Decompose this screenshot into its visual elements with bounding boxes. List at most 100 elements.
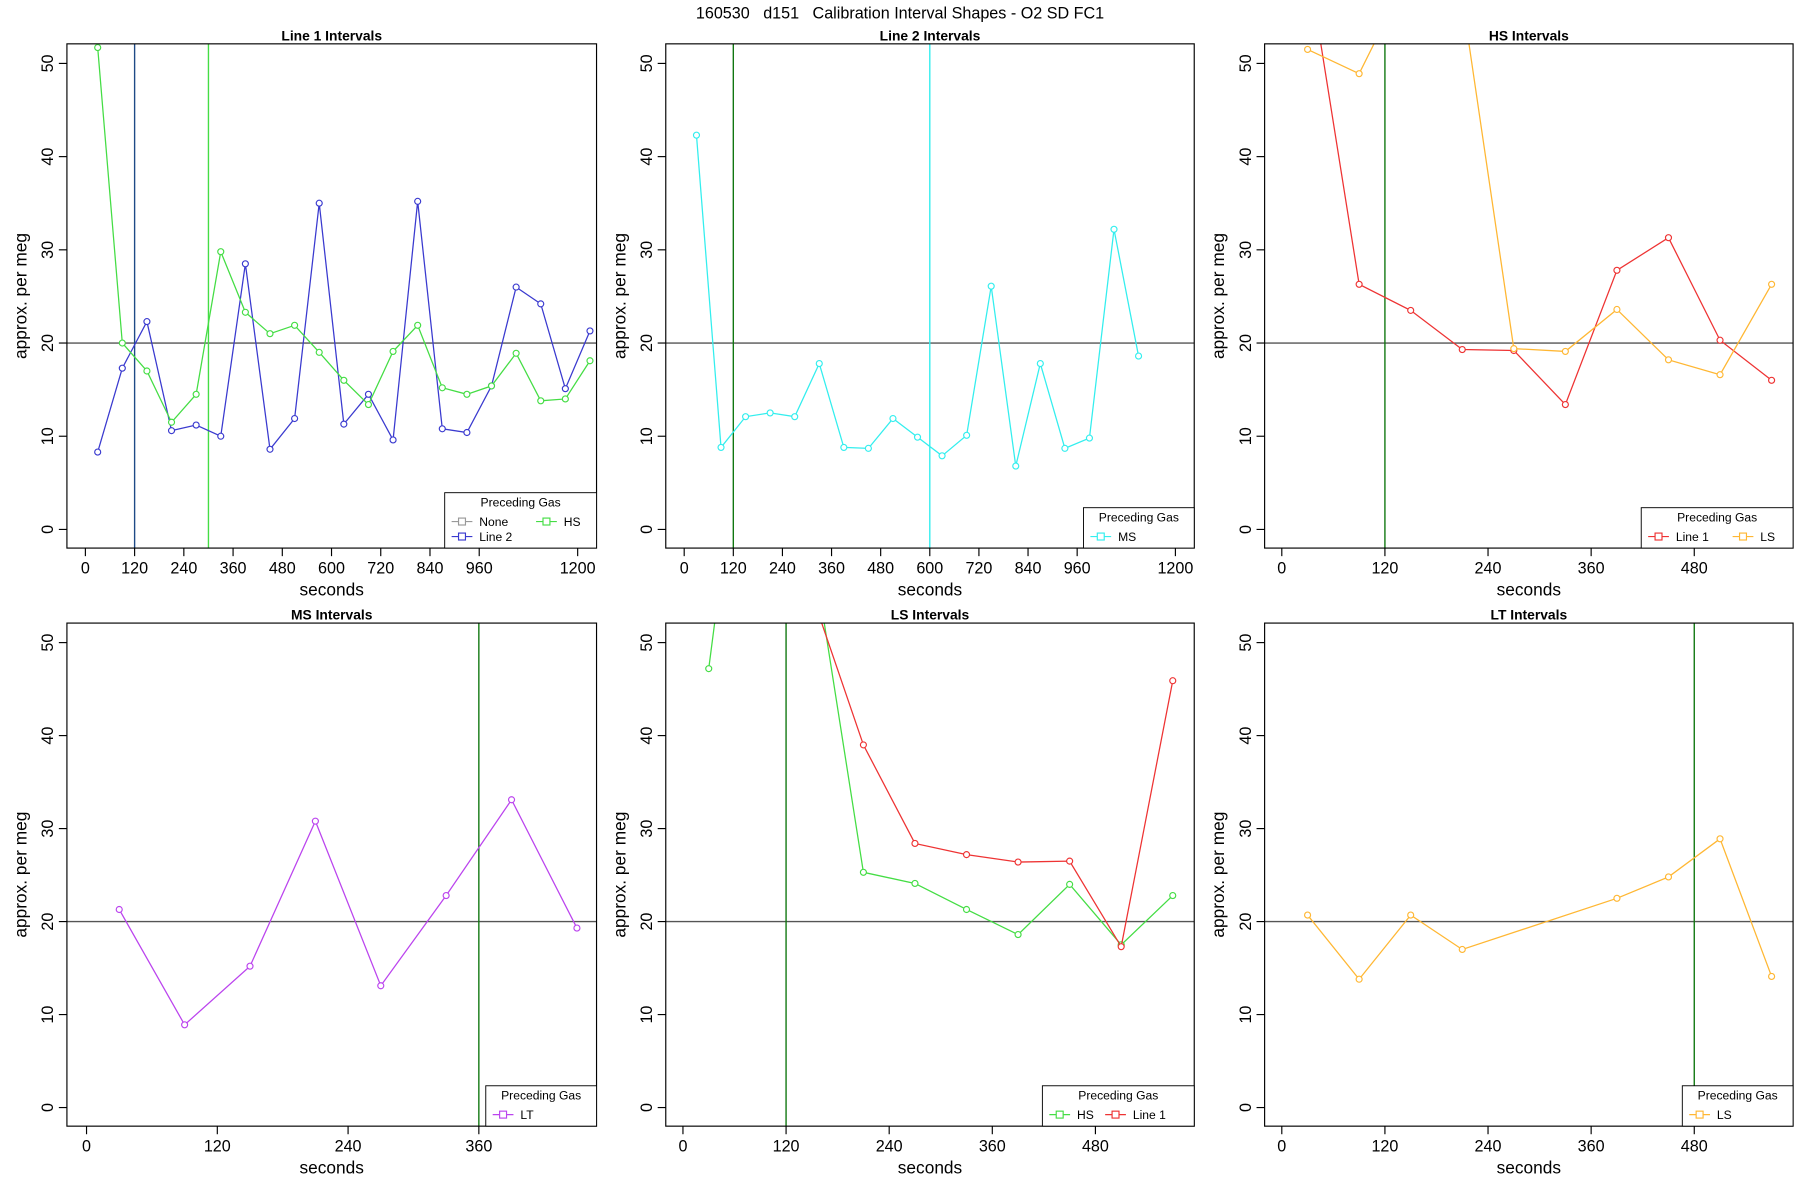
data-point [192, 421, 200, 429]
legend-key-marker [499, 1110, 508, 1119]
x-tick-label: 0 [678, 1138, 687, 1156]
x-tick-label: 1200 [1157, 559, 1193, 577]
legend-label: Line 1 [1676, 530, 1709, 544]
x-tick-label: 840 [417, 559, 444, 577]
data-point [859, 741, 867, 749]
series-line [695, 135, 1140, 467]
data-point [241, 308, 249, 316]
y-tick-label: 50 [1237, 634, 1255, 652]
data-point [1134, 352, 1143, 360]
y-tick-label: 30 [39, 241, 57, 259]
legend-label: Line 1 [1133, 1108, 1166, 1122]
data-point [167, 427, 176, 435]
legend: Preceding Gas MS [1083, 507, 1195, 549]
legend-title: Preceding Gas [1677, 511, 1757, 525]
x-axis-label: seconds [898, 579, 963, 599]
data-point [364, 400, 373, 409]
data-point [962, 905, 971, 914]
data-point [487, 382, 496, 390]
legend-key-marker [542, 517, 551, 526]
x-tick-label: 360 [1578, 559, 1605, 577]
legend-box [485, 1085, 597, 1127]
data-point [938, 452, 946, 460]
data-point [438, 425, 446, 433]
series-line [1320, 43, 1772, 406]
data-point [1304, 45, 1312, 54]
legend-key-marker [1654, 532, 1663, 541]
legend-title: Preceding Gas [481, 496, 561, 510]
x-tick-label: 480 [1681, 1138, 1708, 1156]
panel: LT Intervals seconds approx. per meg 0 120 24… [1208, 607, 1794, 1177]
x-tick-label: 1200 [560, 559, 596, 577]
x-tick-label: 840 [1015, 559, 1042, 577]
data-point [1355, 975, 1363, 983]
data-point [791, 413, 799, 421]
data-point [512, 283, 520, 291]
data-point [705, 665, 713, 673]
x-tick-label: 360 [818, 559, 845, 577]
y-tick-label: 0 [638, 525, 656, 534]
y-tick-label: 10 [39, 1006, 57, 1024]
data-point [94, 448, 102, 456]
panel-title: LS Intervals [891, 607, 970, 623]
data-point [1085, 434, 1094, 442]
data-point [414, 197, 422, 205]
x-tick-label: 360 [979, 1138, 1006, 1156]
x-tick-label: 0 [82, 1138, 91, 1156]
series-line [1307, 43, 1773, 376]
legend-label: HS [564, 515, 581, 529]
y-tick-label: 0 [638, 1103, 656, 1112]
data-point [537, 300, 545, 308]
data-point [340, 420, 348, 428]
data-point [1768, 972, 1776, 981]
x-tick-label: 120 [121, 559, 148, 577]
data-point [561, 395, 569, 403]
legend-title: Preceding Gas [1078, 1089, 1158, 1103]
data-point [143, 367, 151, 375]
data-point [143, 318, 151, 326]
legend-box [1083, 507, 1195, 549]
y-tick-label: 10 [638, 1006, 656, 1024]
legend-label: HS [1077, 1108, 1094, 1122]
legend: Preceding Gas LS [1681, 1085, 1794, 1127]
data-point [364, 390, 373, 398]
data-point [1304, 911, 1312, 919]
x-tick-label: 120 [720, 559, 747, 577]
data-point [1664, 873, 1673, 881]
panel: Line 1 Intervals seconds approx. per meg 0 1… [11, 27, 598, 599]
legend: Preceding Gas LT [485, 1085, 597, 1127]
y-tick-label: 50 [39, 54, 57, 72]
data-point [1355, 70, 1363, 78]
series-line [97, 201, 591, 453]
data-point [1117, 943, 1125, 951]
data-point [859, 868, 867, 876]
data-point [1664, 234, 1673, 242]
x-axis-label: seconds [300, 1157, 365, 1177]
data-point [1066, 880, 1074, 888]
data-point [1613, 894, 1621, 902]
plot-frame [66, 622, 598, 1127]
x-tick-label: 240 [769, 559, 796, 577]
data-point [463, 428, 471, 437]
legend-box [1640, 507, 1794, 549]
y-tick-label: 20 [1237, 334, 1255, 352]
x-tick-label: 120 [1371, 559, 1398, 577]
x-tick-label: 480 [867, 559, 894, 577]
data-point [442, 891, 450, 900]
legend-key-marker [457, 532, 467, 541]
figure-title: 160530 d151 Calibration Interval Shapes … [696, 4, 1104, 22]
legend-box [444, 492, 597, 549]
legend-title: Preceding Gas [1698, 1089, 1778, 1103]
legend-label: LT [520, 1108, 534, 1122]
y-tick-label: 0 [1237, 525, 1255, 534]
x-tick-label: 360 [465, 1138, 492, 1156]
data-point [1012, 462, 1020, 470]
data-point [1459, 0, 1465, 1]
data-point [315, 348, 323, 356]
y-tick-label: 40 [39, 148, 57, 166]
x-axis-label: seconds [1497, 1157, 1562, 1177]
data-point [389, 436, 397, 444]
y-tick-label: 40 [39, 727, 57, 745]
